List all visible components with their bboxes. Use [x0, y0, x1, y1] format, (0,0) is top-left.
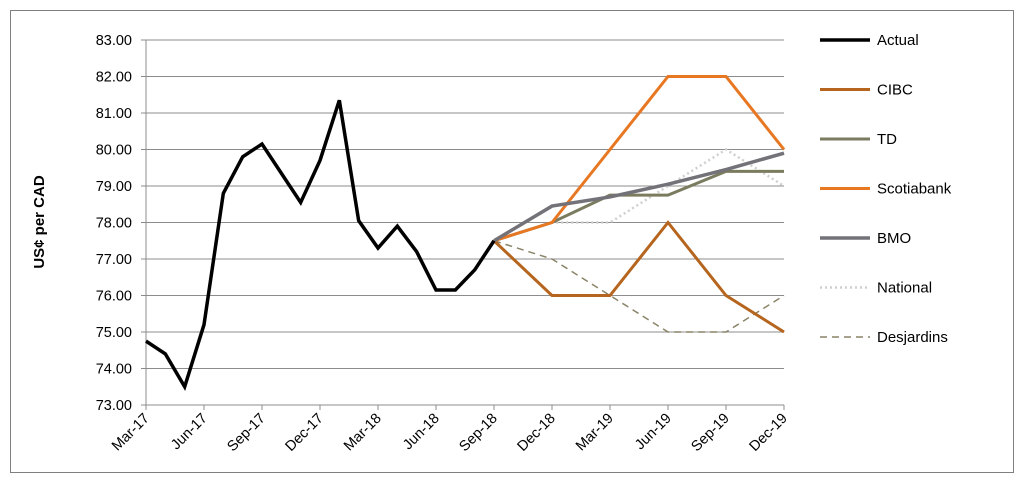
- x-tick-label: Mar-18: [341, 411, 385, 455]
- x-tick-label: Mar-17: [109, 411, 153, 455]
- axes: [145, 40, 784, 406]
- legend-label-national: National: [877, 280, 932, 297]
- legend-label-td: TD: [877, 131, 897, 148]
- y-tick-label: 74.00: [96, 362, 132, 378]
- x-tick-label: Jun-17: [168, 411, 211, 454]
- x-tick-label: Dec-17: [282, 411, 326, 455]
- y-tick-label: 79.00: [96, 179, 132, 195]
- legend-label-actual: Actual: [877, 32, 919, 49]
- y-tick-label: 76.00: [96, 289, 132, 305]
- series-line-td: [493, 169, 784, 243]
- x-tick-label: Sep-19: [688, 411, 732, 455]
- y-axis-label: US¢ per CAD: [31, 175, 48, 269]
- x-tick-label: Dec-18: [514, 411, 558, 455]
- legend: Actual CIBC TD Scotiabank BMO National Desjard…: [820, 32, 952, 346]
- series-line-scotiabank: [493, 75, 786, 243]
- x-tick-label: Mar-19: [573, 411, 617, 455]
- series-lines: [145, 75, 786, 392]
- y-axis-ticks: 73.00 74.00 75.00 76.00 77.00 78.00 79.00 80.00…: [96, 33, 146, 414]
- x-tick-label: Dec-19: [746, 411, 790, 455]
- legend-label-bmo: BMO: [877, 230, 911, 247]
- x-axis-ticks: Mar-17 Jun-17 Sep-17 Dec-17 Mar-18 Jun-18 Sep-…: [109, 405, 791, 455]
- series-line-desjardins: [493, 240, 785, 333]
- series-line-cibc: [492, 220, 785, 334]
- x-tick-label: Jun-19: [632, 411, 675, 454]
- x-tick-label: Jun-18: [400, 411, 443, 454]
- legend-label-cibc: CIBC: [877, 82, 913, 99]
- y-tick-label: 81.00: [96, 106, 132, 122]
- y-tick-label: 82.00: [96, 70, 132, 86]
- gridlines: [146, 39, 784, 369]
- legend-label-scotiabank: Scotiabank: [877, 181, 952, 198]
- series-line-bmo: [493, 151, 785, 243]
- series-line-actual: [145, 99, 496, 392]
- chart-frame: [10, 10, 1014, 473]
- x-tick-label: Sep-18: [456, 411, 500, 455]
- y-tick-label: 83.00: [96, 33, 132, 49]
- y-tick-label: 80.00: [96, 143, 132, 159]
- legend-label-desjardins: Desjardins: [877, 329, 948, 346]
- y-tick-label: 77.00: [96, 252, 132, 268]
- y-tick-label: 73.00: [96, 398, 132, 414]
- x-tick-label: Sep-17: [224, 411, 268, 455]
- y-tick-label: 75.00: [96, 325, 132, 341]
- y-tick-label: 78.00: [96, 216, 132, 232]
